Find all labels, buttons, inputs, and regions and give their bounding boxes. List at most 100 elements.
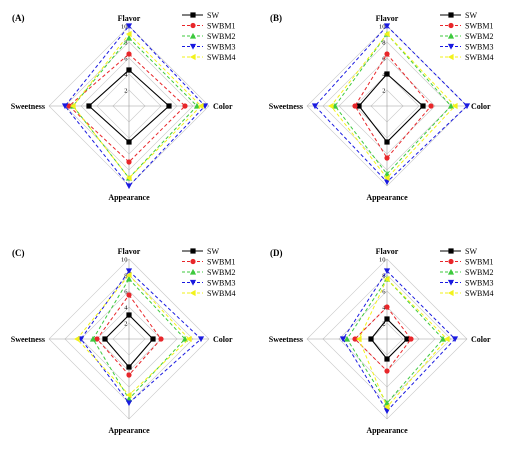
axis-label-sweetness: Sweetness (269, 102, 303, 111)
legend-marker-sw (190, 12, 196, 18)
tick-label: 2 (124, 320, 127, 327)
data-point-sw-flavor (384, 71, 390, 77)
legend-marker-swbm4 (189, 53, 196, 61)
data-point-sw-flavor (384, 316, 390, 322)
series-line-swbm3 (314, 25, 468, 183)
axis-label-flavor: Flavor (118, 247, 141, 256)
data-point-swbm1-color (182, 103, 188, 109)
data-point-swbm2-color (447, 102, 455, 109)
panel-label: (A) (12, 13, 25, 23)
legend-marker-swbm4 (447, 53, 454, 61)
panel-label: (D) (270, 248, 283, 258)
axis-label-color: Color (213, 335, 233, 344)
data-point-sw-appearance (126, 364, 132, 370)
legend-label-swbm3: SWBM3 (465, 279, 493, 288)
axis-label-flavor: Flavor (376, 14, 399, 23)
data-point-swbm1-appearance (126, 372, 132, 378)
tick-label: 6 (124, 288, 128, 295)
data-point-sw-color (404, 336, 410, 342)
data-point-swbm2-flavor (125, 34, 133, 41)
axis-label-flavor: Flavor (118, 14, 141, 23)
data-point-swbm1-sweetness (352, 336, 358, 342)
data-point-swbm2-color (439, 335, 447, 342)
data-point-swbm3-sweetness (311, 103, 319, 110)
axis-label-sweetness: Sweetness (269, 335, 303, 344)
tick-label: 8 (124, 39, 127, 46)
legend-marker-swbm1 (190, 22, 196, 29)
axis-label-flavor: Flavor (376, 247, 399, 256)
legend-marker-swbm2 (189, 268, 197, 275)
data-point-swbm4-appearance (125, 391, 132, 399)
legend-label-swbm4: SWBM4 (207, 53, 235, 62)
series-line-swbm2 (334, 33, 452, 175)
data-point-swbm2-sweetness (89, 335, 97, 342)
data-point-swbm1-sweetness (94, 336, 100, 342)
panel-label: (C) (12, 248, 25, 258)
tick-label: 2 (382, 320, 385, 327)
legend-label-sw: SW (207, 11, 219, 20)
data-point-swbm3-flavor (125, 268, 133, 275)
tick-label: 8 (124, 272, 127, 279)
data-point-swbm4-color (185, 335, 192, 343)
data-point-swbm1-sweetness (66, 103, 72, 109)
legend-label-swbm2: SWBM2 (465, 32, 493, 41)
data-point-sw-sweetness (102, 336, 108, 342)
data-point-sw-flavor (126, 67, 132, 73)
legend-label-sw: SW (465, 247, 477, 256)
data-point-swbm3-color (197, 336, 205, 343)
legend-label-swbm3: SWBM3 (465, 43, 493, 52)
legend-marker-swbm2 (189, 32, 197, 39)
legend-label-swbm1: SWBM1 (207, 22, 235, 31)
data-point-swbm3-sweetness (61, 103, 69, 110)
data-point-swbm3-color (451, 336, 459, 343)
legend-label-swbm1: SWBM1 (465, 22, 493, 31)
legend-label-swbm4: SWBM4 (207, 289, 235, 298)
data-point-swbm2-flavor (125, 275, 133, 282)
axis-label-appearance: Appearance (366, 193, 408, 202)
data-point-swbm1-appearance (384, 368, 390, 374)
axis-label-color: Color (213, 102, 233, 111)
data-point-sw-color (150, 336, 156, 342)
tick-label: 10 (379, 256, 386, 263)
data-point-swbm2-color (193, 102, 201, 109)
tick-label: 2 (382, 87, 385, 94)
legend-marker-swbm3 (447, 43, 455, 50)
legend-marker-swbm3 (447, 279, 455, 286)
legend-marker-swbm4 (447, 289, 454, 297)
legend-label-swbm4: SWBM4 (465, 53, 493, 62)
data-point-swbm2-appearance (383, 170, 391, 177)
series-line-swbm1 (354, 53, 432, 159)
data-point-swbm1-flavor (384, 304, 390, 310)
legend-marker-sw (190, 248, 196, 254)
legend-label-swbm4: SWBM4 (465, 289, 493, 298)
legend-marker-swbm2 (447, 268, 455, 275)
data-point-swbm3-color (463, 103, 471, 110)
tick-label: 6 (382, 288, 386, 295)
tick-label: 2 (124, 87, 127, 94)
tick-label: 10 (379, 23, 386, 30)
data-point-swbm1-flavor (384, 51, 390, 57)
series-line-swbm4 (76, 274, 190, 396)
data-point-swbm2-sweetness (343, 335, 351, 342)
axis-label-appearance: Appearance (366, 426, 408, 435)
legend-label-swbm2: SWBM2 (207, 268, 235, 277)
data-point-swbm4-flavor (383, 30, 390, 38)
data-point-swbm3-appearance (125, 400, 133, 407)
data-point-swbm4-appearance (125, 174, 132, 182)
legend-label-sw: SW (465, 11, 477, 20)
tick-label: 6 (124, 55, 128, 62)
data-point-swbm4-appearance (383, 174, 390, 182)
data-point-sw-appearance (384, 139, 390, 145)
data-point-swbm1-flavor (126, 292, 132, 298)
axis-label-appearance: Appearance (108, 426, 150, 435)
legend-label-swbm1: SWBM1 (207, 258, 235, 267)
data-point-swbm3-appearance (383, 408, 391, 415)
data-point-swbm4-appearance (383, 403, 390, 411)
tick-label: 4 (124, 304, 128, 311)
